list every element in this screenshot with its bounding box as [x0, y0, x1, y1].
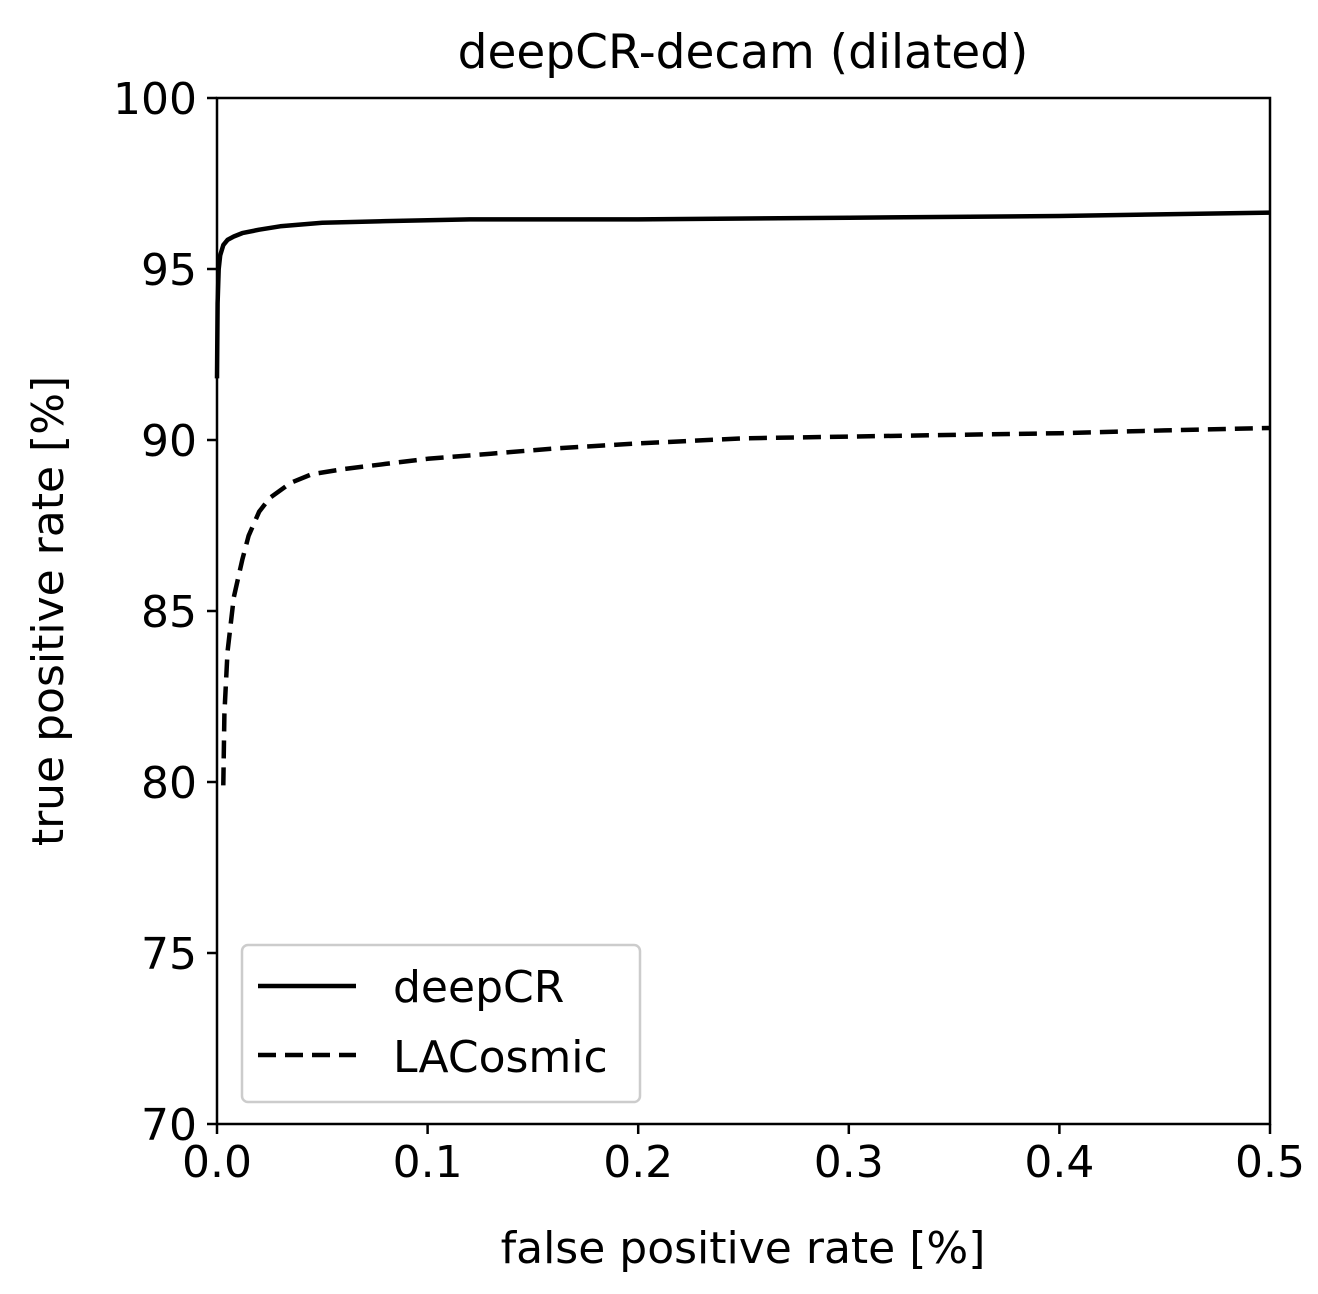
legend-label-deepcr: deepCR: [393, 962, 564, 1013]
x-axis-ticks: 0.0 0.1 0.2 0.3 0.4 0.5: [182, 1124, 1305, 1188]
x-axis-label: false positive rate [%]: [501, 1223, 986, 1274]
y-tick-label: 75: [141, 929, 197, 980]
x-tick-label: 0.2: [603, 1137, 673, 1188]
x-tick-label: 0.3: [814, 1137, 884, 1188]
series-line-lacosmic: [221, 425, 1271, 786]
x-tick-label: 0.1: [393, 1137, 463, 1188]
legend-label-lacosmic: LACosmic: [393, 1032, 608, 1083]
y-tick-label: 90: [141, 416, 197, 467]
y-tick-label: 95: [141, 245, 197, 296]
y-tick-label: 85: [141, 587, 197, 638]
y-tick-label: 80: [141, 758, 197, 809]
y-tick-label: 70: [141, 1100, 197, 1151]
x-tick-label: 0.5: [1235, 1137, 1305, 1188]
x-tick-label: 0.0: [182, 1137, 252, 1188]
y-tick-label: 100: [113, 74, 197, 125]
plot-lines: [214, 210, 1271, 786]
chart-title: deepCR-decam (dilated): [458, 25, 1029, 80]
x-tick-label: 0.4: [1024, 1137, 1094, 1188]
legend: deepCR LACosmic: [240, 943, 642, 1104]
y-axis-ticks: 70 75 80 85 90 95 100: [113, 74, 217, 1151]
series-line-deepcr: [214, 210, 1271, 379]
y-axis-label: true positive rate [%]: [23, 376, 74, 846]
